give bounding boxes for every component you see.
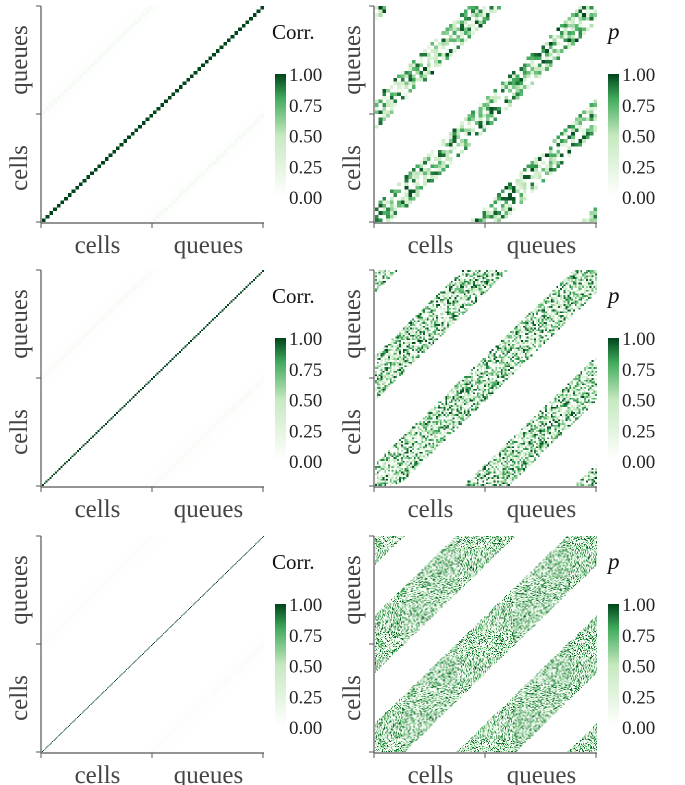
colorbar-tick-label: 0.75 [622,360,655,381]
heatmap-cells [375,536,597,752]
colorbar: p1.00 0.75 0.50 0.25 0.00 [606,283,655,473]
heatmap-panel-r2-p: cells queues cells queues p1.00 0.75 0.50 0.25 0… [339,269,655,523]
x-tick-label: cells [408,232,454,259]
colorbar-gradient [275,338,286,461]
colorbar-gradient [608,338,619,461]
colorbar-tick-label: 0.25 [622,687,655,708]
colorbar-title: p [606,283,620,308]
x-tick-label: cells [408,496,454,523]
colorbar-tick-label: 0.00 [622,452,655,473]
colorbar-tick-label: 0.75 [622,626,655,647]
heatmap-cells [375,6,597,222]
colorbar-tick-label: 0.50 [622,657,655,678]
colorbar-tick-label: 0.00 [622,188,655,209]
colorbar-tick-label: 0.75 [289,360,322,381]
colorbar-tick-label: 1.00 [622,329,655,350]
y-tick-label: queues [339,289,366,358]
colorbar-tick-label: 0.50 [289,391,322,412]
colorbar-gradient [608,74,619,197]
x-tick-label: queues [174,762,243,785]
y-tick-label: cells [6,675,33,721]
colorbar-tick-label: 0.50 [289,127,322,148]
x-tick-label: cells [408,762,454,785]
colorbar-tick-label: 0.00 [289,718,322,739]
colorbar-title: Corr. [272,20,315,44]
colorbar-tick-label: 0.25 [622,421,655,442]
colorbar-gradient [275,74,286,197]
y-tick-label: queues [6,25,33,94]
colorbar-tick-label: 0.75 [622,96,655,117]
heatmap-panel-r3-corr: cells queues cells queues Corr. 1.00 0.75 0.50 0… [6,535,322,785]
colorbar-tick-label: 1.00 [289,329,322,350]
y-tick-label: cells [339,675,366,721]
colorbar-tick-label: 0.00 [622,718,655,739]
colorbar-tick-label: 0.50 [289,657,322,678]
y-tick-label: cells [6,145,33,191]
colorbar: p1.00 0.75 0.50 0.25 0.00 [606,19,655,209]
heatmap-panel-r3-p: cells queues cells queues p1.00 0.75 0.50 0.25 0… [339,535,655,785]
heatmap-panel-r1-p: cells queues cells queues p1.00 0.75 0.50 0.25 0… [339,5,655,259]
colorbar-tick-label: 0.25 [622,157,655,178]
y-tick-label: queues [6,555,33,624]
heatmap-cells [42,536,264,752]
heatmap-panel-r1-corr: cells queues cells queues Corr. 1.00 0.75 0.50 0… [6,5,322,259]
colorbar-tick-label: 0.25 [289,157,322,178]
colorbar-title: Corr. [272,284,315,308]
x-tick-label: queues [507,232,576,259]
colorbar: Corr. 1.00 0.75 0.50 0.25 0.00 [272,20,322,209]
colorbar-tick-label: 0.75 [289,96,322,117]
y-tick-label: queues [6,289,33,358]
colorbar-tick-label: 0.00 [289,452,322,473]
x-tick-label: queues [507,762,576,785]
colorbar: Corr. 1.00 0.75 0.50 0.25 0.00 [272,550,322,739]
colorbar-title: Corr. [272,550,315,574]
heatmap-panel-r2-corr: cells queues cells queues Corr. 1.00 0.75 0.50 0… [6,269,322,523]
colorbar-tick-label: 1.00 [622,65,655,86]
heatmap-cells [375,270,597,486]
colorbar-title: p [606,19,620,44]
colorbar-title: p [606,549,620,574]
x-tick-label: queues [174,496,243,523]
colorbar-tick-label: 0.50 [622,391,655,412]
y-tick-label: queues [339,25,366,94]
y-tick-label: cells [6,409,33,455]
y-tick-label: cells [339,409,366,455]
colorbar-tick-label: 0.00 [289,188,322,209]
x-tick-label: queues [507,496,576,523]
x-tick-label: cells [75,762,121,785]
heatmap-cells [42,6,264,222]
colorbar-tick-label: 1.00 [289,65,322,86]
colorbar-tick-label: 1.00 [289,595,322,616]
x-tick-label: cells [75,232,121,259]
colorbar-tick-label: 0.25 [289,687,322,708]
x-tick-label: cells [75,496,121,523]
y-tick-label: cells [339,145,366,191]
colorbar-gradient [275,604,286,727]
colorbar: p1.00 0.75 0.50 0.25 0.00 [606,549,655,739]
colorbar: Corr. 1.00 0.75 0.50 0.25 0.00 [272,284,322,473]
colorbar-tick-label: 0.75 [289,626,322,647]
heatmap-cells [42,270,264,486]
colorbar-gradient [608,604,619,727]
y-tick-label: queues [339,555,366,624]
x-tick-label: queues [174,232,243,259]
colorbar-tick-label: 0.25 [289,421,322,442]
colorbar-tick-label: 1.00 [622,595,655,616]
colorbar-tick-label: 0.50 [622,127,655,148]
